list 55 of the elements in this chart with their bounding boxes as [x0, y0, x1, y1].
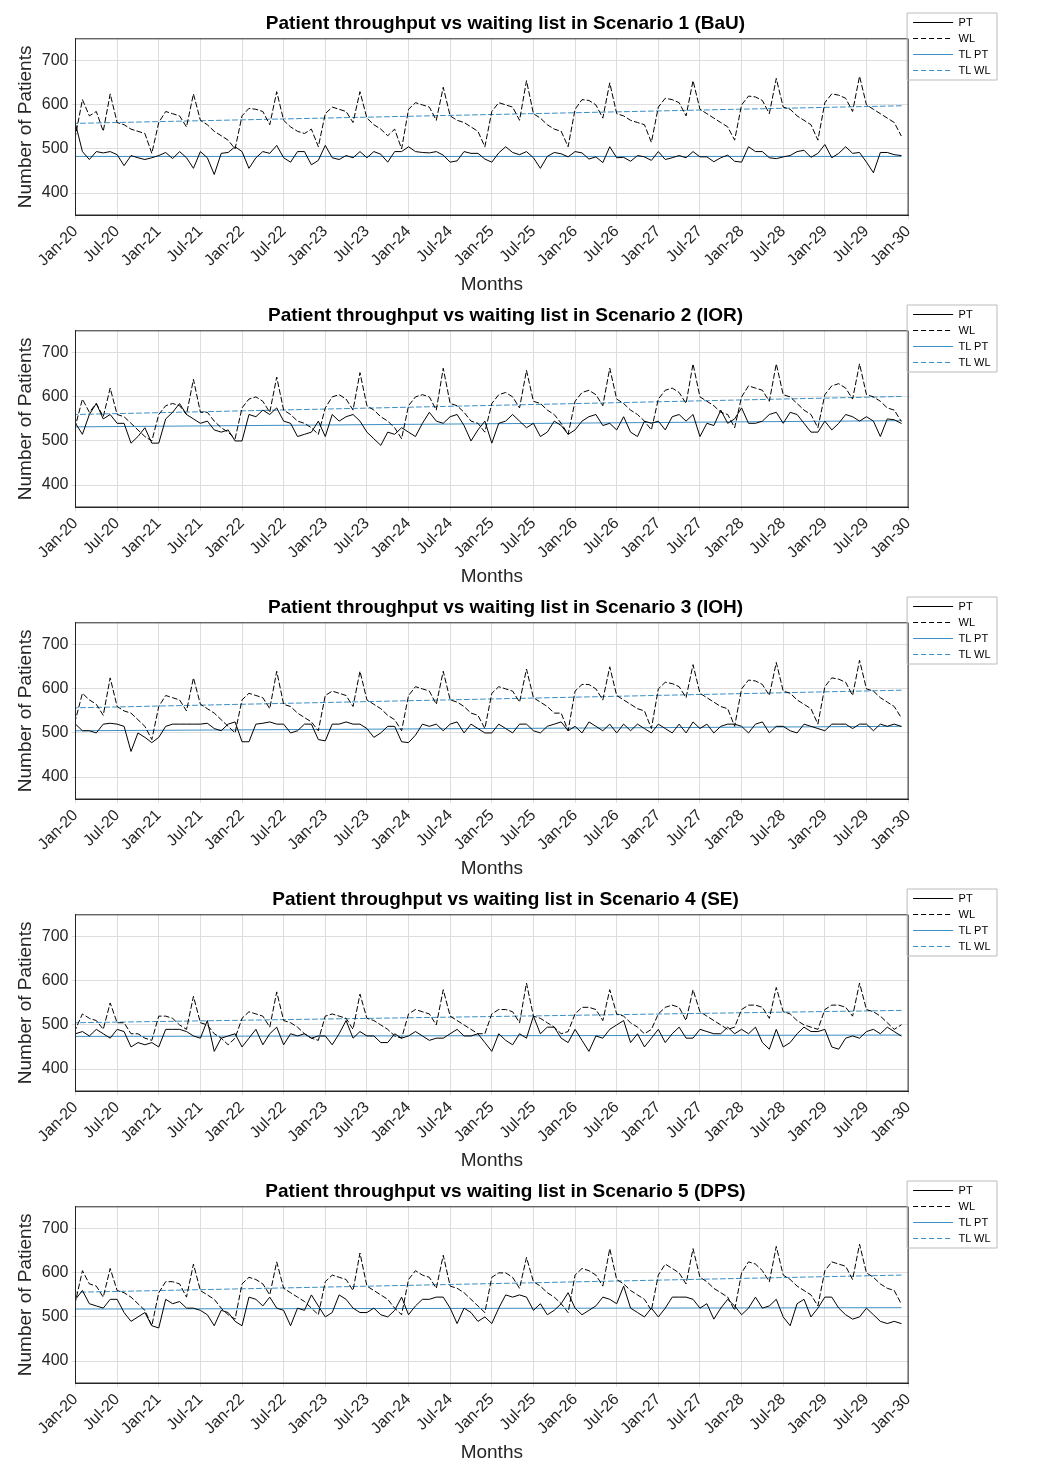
y-tick-label: 400 — [41, 475, 69, 493]
y-tick-label: 400 — [41, 1351, 69, 1369]
legend-label: TL PT — [958, 47, 989, 60]
y-tick-label: 500 — [41, 723, 69, 741]
legend-label: WL — [958, 1199, 976, 1212]
chart-title: Patient throughput vs waiting list in Scenario 5 (DPS) — [265, 1179, 746, 1201]
y-tick-label: 600 — [41, 1263, 69, 1281]
y-tick-label: 500 — [41, 1307, 69, 1325]
chart-title: Patient throughput vs waiting list in Scenario 3 (IOH) — [267, 595, 744, 617]
y-axis-title: Number of Patients — [13, 1213, 35, 1377]
y-axis-title: Number of Patients — [13, 629, 35, 793]
y-tick-label: 700 — [41, 635, 69, 653]
y-tick-label: 600 — [41, 971, 69, 989]
y-tick-label: 500 — [41, 431, 69, 449]
y-tick-label: 700 — [41, 343, 69, 361]
legend-label: PT — [958, 15, 973, 28]
y-tick-label: 600 — [41, 95, 69, 113]
legend-label: TL PT — [958, 339, 989, 352]
legend-label: TL WL — [958, 355, 991, 368]
y-axis-title: Number of Patients — [13, 45, 35, 209]
chart-title: Patient throughput vs waiting list in Scenario 1 (BaU) — [265, 11, 746, 33]
x-axis-title: Months — [460, 564, 523, 586]
y-tick-label: 700 — [41, 1219, 69, 1237]
legend-label: PT — [958, 891, 973, 904]
legend-label: WL — [958, 615, 976, 628]
y-tick-label: 500 — [41, 1015, 69, 1033]
x-axis-title: Months — [460, 272, 523, 294]
legend-label: TL PT — [958, 1215, 989, 1228]
x-axis-title: Months — [460, 1440, 523, 1462]
legend-label: WL — [958, 907, 976, 920]
y-axis-title: Number of Patients — [13, 337, 35, 501]
legend-label: TL WL — [958, 63, 991, 76]
legend-label: PT — [958, 599, 973, 612]
legend-label: TL PT — [958, 631, 989, 644]
x-axis-title: Months — [460, 856, 523, 878]
y-tick-label: 600 — [41, 679, 69, 697]
legend-label: TL WL — [958, 1231, 991, 1244]
legend-label: TL PT — [958, 923, 989, 936]
x-axis-title: Months — [460, 1148, 523, 1170]
legend-label: TL WL — [958, 939, 991, 952]
legend-label: PT — [958, 307, 973, 320]
legend-label: WL — [958, 31, 976, 44]
chart-title: Patient throughput vs waiting list in Scenario 2 (IOR) — [267, 303, 744, 325]
y-tick-label: 400 — [41, 1059, 69, 1077]
legend-label: WL — [958, 323, 976, 336]
y-tick-label: 600 — [41, 387, 69, 405]
chart-title: Patient throughput vs waiting list in Scenario 4 (SE) — [272, 887, 739, 909]
y-tick-label: 700 — [41, 927, 69, 945]
legend-label: TL WL — [958, 647, 991, 660]
y-tick-label: 500 — [41, 139, 69, 157]
y-axis-title: Number of Patients — [13, 921, 35, 1085]
legend-label: PT — [958, 1183, 973, 1196]
y-tick-label: 400 — [41, 183, 69, 201]
y-tick-label: 700 — [41, 51, 69, 69]
y-tick-label: 400 — [41, 767, 69, 785]
